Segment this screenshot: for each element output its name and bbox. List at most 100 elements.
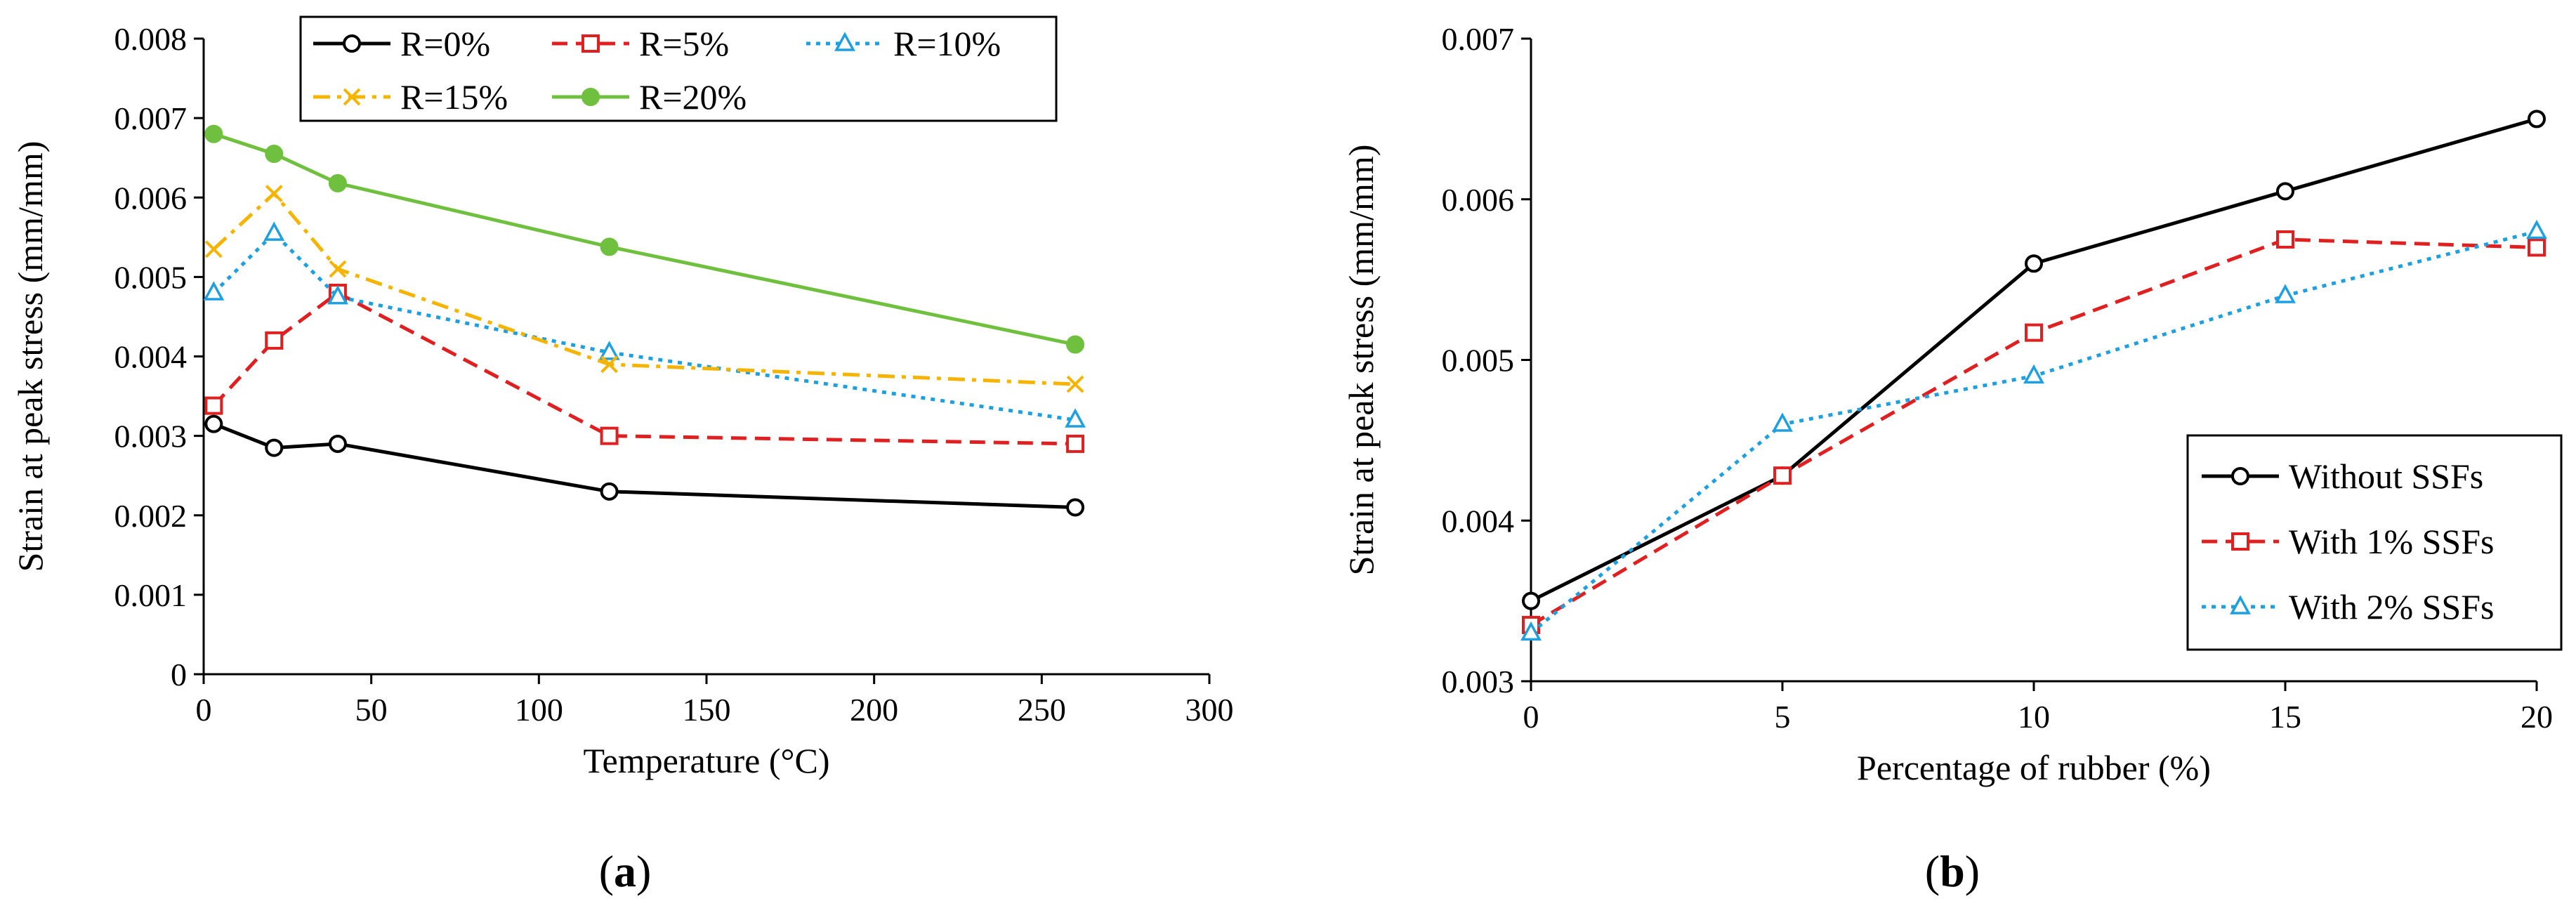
series-line — [212, 231, 1076, 422]
y-tick-label: 0.004 — [1442, 503, 1515, 539]
legend-marker — [2230, 595, 2251, 615]
data-point — [328, 173, 347, 192]
legend-item: Without SSFs — [2202, 456, 2483, 496]
y-tick-label: 0.008 — [114, 21, 188, 57]
data-point — [204, 396, 223, 415]
data-point — [1773, 466, 1792, 485]
x-axis-label: Temperature (°C) — [583, 741, 829, 780]
data-point — [2526, 219, 2547, 239]
data-point — [327, 285, 348, 305]
legend-label: R=20% — [639, 77, 747, 117]
data-point — [600, 426, 619, 445]
legend-item: R=10% — [806, 24, 1001, 63]
x-tick-label: 5 — [1775, 699, 1791, 735]
x-tick-label: 15 — [2269, 699, 2301, 735]
y-tick-label: 0.005 — [114, 259, 188, 295]
data-point — [265, 185, 283, 203]
data-point — [265, 438, 284, 457]
legend-marker — [581, 88, 600, 106]
y-tick-label: 0.006 — [114, 180, 188, 216]
data-point — [328, 434, 347, 453]
series-With 2% SSFs — [1520, 219, 2547, 641]
data-point — [2025, 254, 2043, 273]
legend-marker — [343, 34, 361, 53]
x-axis-label: Percentage of rubber (%) — [1857, 748, 2211, 787]
data-point — [263, 221, 285, 241]
legend: Without SSFs With 1% SSFs With 2% SSFs — [2186, 434, 2563, 651]
data-point — [1520, 621, 1542, 641]
y-tick-label: 0.006 — [1442, 182, 1515, 218]
data-point — [598, 341, 620, 360]
data-point — [2276, 182, 2294, 201]
data-point — [2023, 364, 2044, 384]
legend-item: With 2% SSFs — [2202, 587, 2495, 626]
data-point — [2528, 110, 2546, 129]
x-tick-label: 300 — [1185, 692, 1234, 728]
legend-label: R=5% — [639, 24, 729, 63]
panel-label: (b) — [1925, 846, 1980, 896]
legend-label: With 2% SSFs — [2289, 587, 2495, 626]
y-axis-label: Strain at peak stress (mm/mm) — [11, 141, 50, 572]
y-axis-label: Strain at peak stress (mm/mm) — [1341, 145, 1381, 576]
x-tick-label: 10 — [2018, 699, 2050, 735]
data-point — [2275, 284, 2296, 303]
panel-label: (a) — [599, 846, 652, 896]
x-tick-label: 0 — [196, 692, 212, 728]
legend-label: R=15% — [400, 77, 508, 117]
legend: R=0% R=5% R=10% R=15% R=20% — [299, 15, 1058, 122]
x-tick-label: 0 — [1523, 699, 1539, 735]
legend-marker — [581, 34, 600, 53]
x-tick-label: 20 — [2521, 699, 2553, 735]
x-tick-label: 100 — [515, 692, 563, 728]
y-tick-label: 0.003 — [114, 419, 188, 454]
data-point — [1066, 498, 1085, 517]
data-point — [1772, 412, 1793, 432]
data-point — [600, 237, 619, 256]
x-tick-label: 200 — [850, 692, 898, 728]
data-point — [265, 331, 284, 350]
legend-marker — [834, 32, 855, 51]
legend-label: Without SSFs — [2289, 456, 2483, 496]
series-R=15% — [204, 185, 1084, 393]
legend-item: R=20% — [552, 77, 747, 117]
y-tick-label: 0.005 — [1442, 343, 1515, 379]
y-tick-label: 0 — [171, 657, 187, 692]
legend-marker — [343, 88, 361, 106]
x-tick-label: 50 — [355, 692, 388, 728]
series-R=10% — [203, 221, 1086, 428]
data-point — [2025, 323, 2043, 342]
series-R=0% — [204, 414, 1085, 517]
chart-panel-a: 0 0.001 0.002 0.003 0.004 0.005 0.006 0.007 0.00… — [11, 15, 1234, 896]
data-point — [1066, 335, 1085, 354]
data-point — [265, 145, 284, 164]
legend-label: R=10% — [893, 24, 1001, 63]
data-point — [1066, 434, 1085, 453]
chart-panel-b: 0.003 0.004 0.005 0.006 0.007 0 5 10 15 20 Percent… — [1341, 21, 2563, 896]
y-tick-label: 0.007 — [114, 100, 188, 136]
data-point — [2528, 238, 2546, 257]
y-tick-label: 0.001 — [114, 577, 188, 613]
series-R=20% — [204, 124, 1085, 354]
data-point — [204, 124, 223, 143]
legend-label: With 1% SSFs — [2289, 522, 2495, 561]
x-tick-label: 250 — [1018, 692, 1066, 728]
data-point — [329, 260, 347, 278]
data-point — [2276, 230, 2294, 249]
series-line — [212, 291, 1076, 446]
y-tick-label: 0.003 — [1442, 664, 1515, 699]
y-tick-label: 0.007 — [1442, 21, 1515, 57]
data-point — [1066, 375, 1084, 393]
data-point — [600, 355, 618, 374]
legend-item: R=0% — [313, 24, 490, 63]
data-point — [600, 482, 619, 501]
legend-item: R=5% — [552, 24, 729, 63]
legend-item: R=15% — [313, 77, 508, 117]
legend-item: With 1% SSFs — [2202, 522, 2495, 561]
series-R=5% — [204, 284, 1085, 453]
data-point — [1522, 591, 1540, 610]
data-point — [204, 240, 223, 258]
legend-label: R=0% — [400, 24, 490, 63]
data-point — [203, 281, 225, 301]
series-line — [213, 132, 1076, 346]
